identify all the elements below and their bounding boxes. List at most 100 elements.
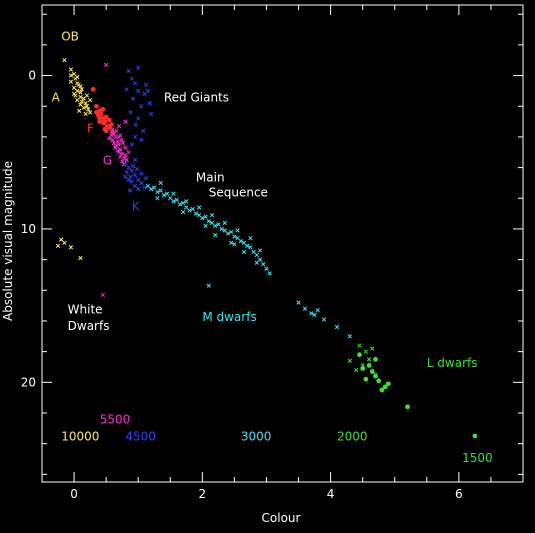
annotations: OB A F G K Red Giants Main Sequence White Dwarfs M… xyxy=(52,29,493,465)
star-point xyxy=(81,96,86,101)
star-point xyxy=(376,378,382,384)
star-point xyxy=(209,220,215,225)
star-point xyxy=(62,58,67,63)
star-point xyxy=(373,356,378,362)
star-point xyxy=(171,191,176,196)
star-point xyxy=(136,88,141,94)
star-point xyxy=(126,68,131,74)
star-point xyxy=(127,188,133,193)
star-point xyxy=(87,110,93,115)
star-point xyxy=(120,140,125,146)
y-tick-label: 10 xyxy=(21,222,36,236)
star-point xyxy=(312,312,317,317)
star-point xyxy=(129,76,134,81)
star-point xyxy=(84,93,90,98)
star-point xyxy=(171,199,176,204)
star-point xyxy=(123,119,128,124)
star-point xyxy=(90,86,96,92)
star-point xyxy=(78,102,83,107)
star-point xyxy=(152,185,157,190)
star-point xyxy=(59,237,64,242)
star-point xyxy=(118,154,123,159)
star-point xyxy=(241,240,247,245)
star-point xyxy=(112,145,118,150)
star-point xyxy=(68,67,74,72)
annotation-label: Main xyxy=(196,170,225,184)
star-point xyxy=(100,292,106,298)
star-point xyxy=(143,82,149,87)
annotation-label: Sequence xyxy=(209,186,268,200)
star-point xyxy=(79,99,84,104)
annotation-label: F xyxy=(87,121,94,135)
star-point xyxy=(139,137,144,143)
x-tick-label: 0 xyxy=(70,487,78,501)
star-point xyxy=(129,179,134,184)
star-point xyxy=(97,119,103,124)
x-tick-label: 2 xyxy=(199,487,207,501)
star-point xyxy=(79,87,84,92)
star-point xyxy=(118,133,123,138)
star-point xyxy=(113,134,118,140)
star-point xyxy=(366,363,372,368)
annotation-label: 10000 xyxy=(61,430,99,444)
star-point xyxy=(360,366,366,371)
star-point xyxy=(219,226,224,232)
star-point xyxy=(254,260,260,265)
star-point xyxy=(229,229,234,235)
annotation-label: White xyxy=(68,302,103,316)
star-point xyxy=(366,357,372,362)
star-point xyxy=(124,170,129,175)
star-point xyxy=(139,180,144,186)
annotation-label: OB xyxy=(61,29,79,43)
star-point xyxy=(111,140,116,146)
star-point xyxy=(251,249,256,255)
star-point xyxy=(209,212,215,218)
star-point xyxy=(128,110,133,115)
annotation-label: G xyxy=(103,154,112,168)
star-point xyxy=(206,283,211,288)
star-point xyxy=(213,232,218,238)
star-point xyxy=(363,349,369,354)
star-point xyxy=(373,373,378,379)
annotation-label: L dwarfs xyxy=(427,356,478,370)
star-point xyxy=(257,257,263,262)
star-point xyxy=(136,177,141,183)
star-point xyxy=(78,84,83,89)
y-tick-label: 20 xyxy=(21,375,36,389)
star-point xyxy=(357,343,362,348)
star-point xyxy=(134,166,140,172)
star-point xyxy=(385,381,391,387)
star-point xyxy=(126,177,131,183)
star-point xyxy=(187,208,192,213)
annotation-label: M dwarfs xyxy=(202,310,256,324)
star-point xyxy=(379,387,385,393)
plot-frame xyxy=(41,4,524,483)
star-point xyxy=(103,62,109,67)
star-point xyxy=(83,101,88,106)
star-point xyxy=(130,96,136,101)
star-point xyxy=(129,168,134,173)
star-point xyxy=(161,193,167,198)
star-point xyxy=(115,139,120,144)
star-point xyxy=(116,142,122,147)
star-point xyxy=(102,126,108,132)
star-point xyxy=(132,173,138,178)
star-point xyxy=(75,88,80,94)
star-point xyxy=(168,196,173,201)
star-point xyxy=(347,334,352,339)
star-point xyxy=(190,206,195,212)
star-point xyxy=(405,404,410,410)
star-point xyxy=(133,122,138,127)
star-point xyxy=(136,116,141,121)
star-point xyxy=(315,308,320,313)
star-point xyxy=(106,117,112,123)
star-point xyxy=(232,234,237,239)
y-tick-label: 0 xyxy=(28,69,36,83)
star-point xyxy=(68,79,74,84)
star-point xyxy=(126,150,131,155)
star-point xyxy=(110,127,115,132)
star-point xyxy=(87,97,93,103)
star-point xyxy=(128,174,133,179)
star-point xyxy=(248,245,253,250)
